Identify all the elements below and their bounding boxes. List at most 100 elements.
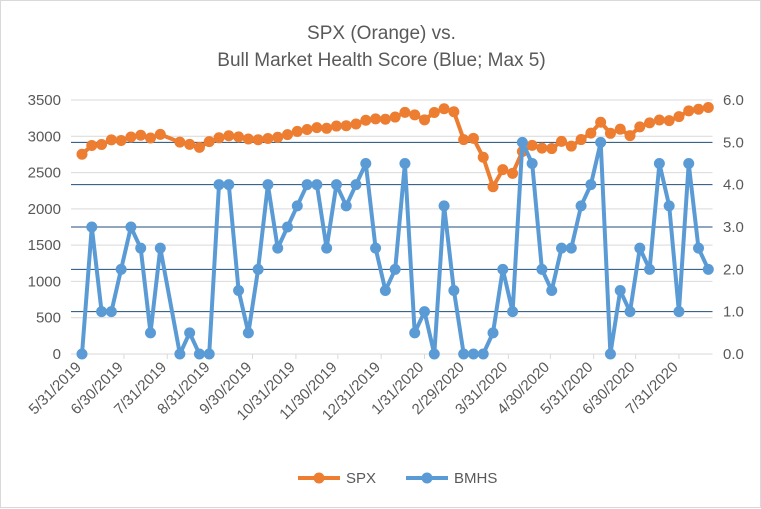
data-point-bmhs <box>105 306 117 318</box>
data-point-spx <box>360 114 372 126</box>
data-point-spx <box>291 125 303 137</box>
data-point-spx <box>624 130 636 142</box>
data-point-spx <box>203 136 215 148</box>
data-point-bmhs <box>135 242 147 254</box>
data-point-spx <box>145 132 157 144</box>
left-axis-tick-label: 2500 <box>28 165 61 182</box>
data-point-bmhs <box>683 158 695 169</box>
data-point-spx <box>634 121 646 133</box>
data-point-bmhs <box>614 285 626 296</box>
data-point-bmhs <box>536 263 548 275</box>
left-axis-tick-label: 500 <box>36 310 61 327</box>
data-point-bmhs <box>526 158 538 169</box>
data-point-bmhs <box>360 158 372 169</box>
right-axis-tick-label: 2.0 <box>723 261 744 278</box>
data-point-bmhs <box>546 285 558 296</box>
data-point-spx <box>653 114 665 126</box>
data-point-bmhs <box>370 242 382 254</box>
data-point-spx <box>477 151 489 163</box>
data-point-spx <box>96 138 108 150</box>
right-axis-tick-label: 6.0 <box>723 92 744 109</box>
chart-title-line-1: SPX (Orange) vs. <box>307 23 456 44</box>
data-point-spx <box>321 122 333 134</box>
data-point-spx <box>282 129 294 141</box>
data-point-bmhs <box>125 221 137 233</box>
data-point-spx <box>683 105 695 117</box>
data-point-spx <box>272 131 284 143</box>
data-point-spx <box>105 134 117 146</box>
data-point-spx <box>467 132 479 144</box>
data-point-spx <box>340 120 352 132</box>
data-point-bmhs <box>301 179 313 191</box>
data-point-spx <box>644 117 656 129</box>
data-point-spx <box>350 118 362 130</box>
chart-title-line-2: Bull Market Health Score (Blue; Max 5) <box>217 50 546 71</box>
right-axis-tick-label: 3.0 <box>723 219 744 236</box>
data-point-bmhs <box>595 136 607 148</box>
data-point-bmhs <box>145 327 157 339</box>
data-point-bmhs <box>702 263 714 275</box>
data-point-bmhs <box>575 200 587 212</box>
data-point-spx <box>184 138 196 150</box>
data-point-spx <box>428 106 440 118</box>
data-point-spx <box>233 131 245 143</box>
data-point-spx <box>135 129 147 141</box>
data-point-bmhs <box>252 263 264 275</box>
data-point-bmhs <box>242 327 254 339</box>
data-point-bmhs <box>467 348 479 360</box>
data-point-bmhs <box>556 242 568 254</box>
left-axis-tick-label: 1000 <box>28 273 61 290</box>
left-axis-tick-label: 0 <box>53 346 61 363</box>
data-point-bmhs <box>291 200 303 212</box>
right-axis-tick-label: 0.0 <box>723 346 744 363</box>
data-point-bmhs <box>76 348 88 360</box>
data-point-spx <box>86 140 98 152</box>
data-point-bmhs <box>409 327 421 339</box>
data-point-spx <box>575 134 587 146</box>
series-bmhs <box>76 136 714 360</box>
right-axis-tick-label: 5.0 <box>723 134 744 151</box>
data-point-spx <box>458 134 470 146</box>
data-point-bmhs <box>477 348 489 360</box>
data-point-spx <box>663 115 675 127</box>
legend-marker-icon <box>313 472 325 484</box>
legend-item-spx: SPX <box>298 470 376 487</box>
data-point-bmhs <box>272 242 284 254</box>
series-line-bmhs <box>80 140 711 356</box>
data-point-bmhs <box>233 285 245 296</box>
data-point-bmhs <box>624 306 636 318</box>
left-axis-tick-label: 3000 <box>28 128 61 145</box>
data-point-bmhs <box>154 242 166 254</box>
data-point-spx <box>115 134 127 146</box>
data-point-bmhs <box>321 242 333 254</box>
data-point-bmhs <box>507 306 519 318</box>
data-point-spx <box>487 181 499 193</box>
data-point-bmhs <box>516 136 528 148</box>
data-point-spx <box>76 148 88 160</box>
left-axis-tick-label: 3500 <box>28 92 61 109</box>
data-point-spx <box>702 101 714 113</box>
data-point-bmhs <box>340 200 352 212</box>
data-point-spx <box>556 135 568 147</box>
data-point-bmhs <box>448 285 460 296</box>
data-point-spx <box>379 113 391 125</box>
right-axis-tick-label: 1.0 <box>723 304 744 321</box>
data-point-spx <box>565 140 577 152</box>
data-point-bmhs <box>428 348 440 360</box>
data-point-bmhs <box>223 179 235 191</box>
data-point-spx <box>252 134 264 146</box>
data-point-spx <box>301 124 313 136</box>
data-point-spx <box>693 103 705 115</box>
legend-label: SPX <box>346 470 376 487</box>
left-axis-tick-label: 2000 <box>28 201 61 218</box>
data-point-bmhs <box>644 263 656 275</box>
data-point-spx <box>595 116 607 128</box>
data-point-bmhs <box>262 179 274 191</box>
data-point-bmhs <box>203 348 215 360</box>
data-point-spx <box>419 114 431 126</box>
left-axis-tick-label: 1500 <box>28 237 61 254</box>
data-point-spx <box>370 113 382 125</box>
right-axis-tick-label: 4.0 <box>723 177 744 194</box>
